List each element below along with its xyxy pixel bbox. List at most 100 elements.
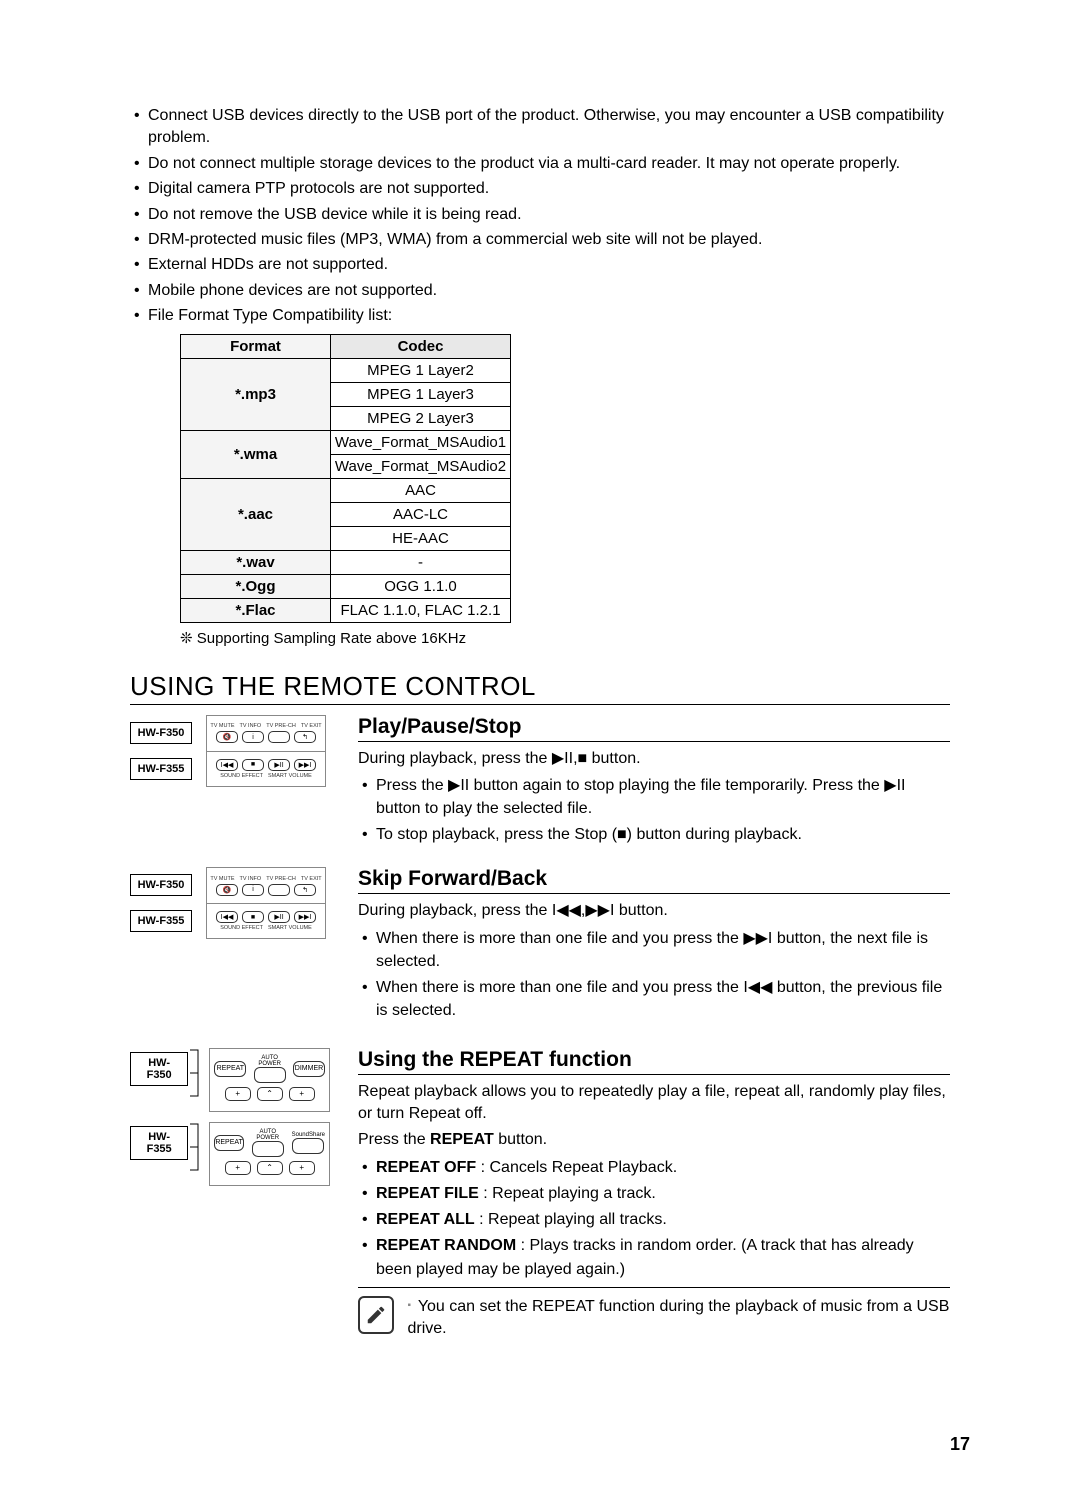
repeat-item-label: REPEAT ALL bbox=[376, 1211, 475, 1228]
repeat-button-icon: REPEAT bbox=[214, 1135, 244, 1151]
plus-icon: + bbox=[225, 1161, 251, 1175]
list-item: REPEAT RANDOM : Plays tracks in random o… bbox=[358, 1234, 950, 1280]
dimmer-button-icon: DIMMER bbox=[293, 1061, 325, 1077]
repeat-intro: Repeat playback allows you to repeatedly… bbox=[358, 1081, 950, 1126]
play-intro: During playback, press the ▶II,■ button. bbox=[358, 748, 950, 770]
remote-diagram-repeat: HW-F350 REPEAT AUTO POWER DIMMER bbox=[130, 1048, 330, 1186]
table-cell: - bbox=[331, 550, 511, 574]
list-item: Do not remove the USB device while it is… bbox=[130, 204, 950, 226]
tiny-label: SoundShare bbox=[292, 1132, 325, 1138]
prev-icon: I◀◀ bbox=[216, 759, 238, 771]
stop-icon: ■ bbox=[242, 759, 264, 771]
tiny-label: SMART VOLUME bbox=[268, 925, 312, 931]
list-item: DRM-protected music files (MP3, WMA) fro… bbox=[130, 229, 950, 251]
plus-icon: + bbox=[289, 1087, 315, 1101]
remote-diagram-skip: HW-F350 TV MUTE TV INFO TV PRE-CH TV EXI… bbox=[130, 867, 330, 939]
up-icon: ⌃ bbox=[257, 1087, 283, 1101]
repeat-item-label: REPEAT OFF bbox=[376, 1159, 476, 1176]
next-icon: ▶▶I bbox=[294, 759, 316, 771]
sampling-note: ❊ Supporting Sampling Rate above 16KHz bbox=[180, 629, 950, 647]
next-icon: ▶▶I bbox=[294, 911, 316, 923]
table-cell: *.Ogg bbox=[181, 574, 331, 598]
play-heading: Play/Pause/Stop bbox=[358, 715, 950, 742]
tiny-label: SOUND EFFECT bbox=[220, 925, 263, 931]
plus-icon: + bbox=[225, 1087, 251, 1101]
tiny-label: SMART VOLUME bbox=[268, 773, 312, 779]
section-title: USING THE REMOTE CONTROL bbox=[130, 671, 950, 705]
list-item: When there is more than one file and you… bbox=[358, 976, 950, 1022]
table-cell: *.mp3 bbox=[181, 358, 331, 430]
table-cell: *.aac bbox=[181, 478, 331, 550]
bracket-icon bbox=[188, 1122, 199, 1172]
play-pause-icon: ▶II bbox=[268, 759, 290, 771]
list-item: File Format Type Compatibility list: bbox=[130, 305, 950, 327]
table-cell: AAC-LC bbox=[331, 502, 511, 526]
tiny-label: TV INFO bbox=[240, 876, 262, 882]
table-header-format: Format bbox=[181, 334, 331, 358]
model-label: HW-F350 bbox=[130, 722, 192, 744]
tiny-label: AUTO POWER bbox=[250, 1129, 286, 1141]
stop-icon: ■ bbox=[242, 911, 264, 923]
repeat-heading: Using the REPEAT function bbox=[358, 1048, 950, 1075]
skip-bullets: When there is more than one file and you… bbox=[358, 927, 950, 1023]
list-item: REPEAT ALL : Repeat playing all tracks. bbox=[358, 1208, 950, 1231]
tiny-label: TV MUTE bbox=[210, 723, 234, 729]
prev-icon: I◀◀ bbox=[216, 911, 238, 923]
play-pause-icon: ▶II bbox=[268, 911, 290, 923]
info-icon: i bbox=[242, 884, 264, 896]
repeat-item-desc: : Repeat playing all tracks. bbox=[475, 1211, 667, 1228]
table-cell: OGG 1.1.0 bbox=[331, 574, 511, 598]
page-number: 17 bbox=[950, 1434, 970, 1455]
remote-diagram-play: HW-F350 TV MUTE TV INFO TV PRE-CH TV EXI… bbox=[130, 715, 330, 787]
table-cell: MPEG 2 Layer3 bbox=[331, 406, 511, 430]
auto-power-button-icon bbox=[252, 1141, 284, 1157]
blank-button bbox=[268, 884, 290, 896]
repeat-item-label: REPEAT RANDOM bbox=[376, 1237, 516, 1254]
repeat-button-label: REPEAT bbox=[430, 1131, 494, 1148]
note-row: You can set the REPEAT function during t… bbox=[358, 1287, 950, 1341]
play-bullets: Press the ▶II button again to stop playi… bbox=[358, 774, 950, 847]
table-cell: *.Flac bbox=[181, 598, 331, 622]
exit-icon: ↰ bbox=[294, 731, 316, 743]
skip-heading: Skip Forward/Back bbox=[358, 867, 950, 894]
table-cell: *.wav bbox=[181, 550, 331, 574]
mute-icon: 🔇 bbox=[216, 731, 238, 743]
tiny-label: TV EXIT bbox=[301, 723, 322, 729]
list-item: To stop playback, press the Stop (■) but… bbox=[358, 823, 950, 846]
usb-notes-list: Connect USB devices directly to the USB … bbox=[130, 105, 950, 328]
repeat-item-desc: : Repeat playing a track. bbox=[479, 1185, 656, 1202]
tiny-label: TV MUTE bbox=[210, 876, 234, 882]
info-icon: i bbox=[242, 731, 264, 743]
table-cell: HE-AAC bbox=[331, 526, 511, 550]
skip-intro: During playback, press the I◀◀,▶▶I butto… bbox=[358, 900, 950, 922]
table-cell: AAC bbox=[331, 478, 511, 502]
tiny-label: TV PRE-CH bbox=[266, 723, 296, 729]
tiny-label: TV PRE-CH bbox=[266, 876, 296, 882]
text: button. bbox=[494, 1131, 547, 1148]
format-compatibility-table: Format Codec *.mp3MPEG 1 Layer2 MPEG 1 L… bbox=[180, 334, 511, 623]
list-item: External HDDs are not supported. bbox=[130, 254, 950, 276]
list-item: Digital camera PTP protocols are not sup… bbox=[130, 178, 950, 200]
model-label: HW-F350 bbox=[130, 874, 192, 896]
table-header-codec: Codec bbox=[331, 334, 511, 358]
list-item: When there is more than one file and you… bbox=[358, 927, 950, 973]
model-label: HW-F355 bbox=[130, 910, 192, 932]
list-item: Do not connect multiple storage devices … bbox=[130, 153, 950, 175]
model-label: HW-F355 bbox=[130, 758, 192, 780]
repeat-item-desc: : Cancels Repeat Playback. bbox=[476, 1159, 677, 1176]
list-item: REPEAT FILE : Repeat playing a track. bbox=[358, 1182, 950, 1205]
table-cell: *.wma bbox=[181, 430, 331, 478]
table-cell: Wave_Format_MSAudio2 bbox=[331, 454, 511, 478]
model-label: HW-F355 bbox=[130, 1126, 188, 1160]
table-cell: MPEG 1 Layer3 bbox=[331, 382, 511, 406]
auto-power-button-icon bbox=[254, 1067, 286, 1083]
exit-icon: ↰ bbox=[294, 884, 316, 896]
tiny-label: SOUND EFFECT bbox=[220, 773, 263, 779]
text: Press the bbox=[358, 1131, 430, 1148]
list-item: Press the ▶II button again to stop playi… bbox=[358, 774, 950, 820]
repeat-press: Press the REPEAT button. bbox=[358, 1129, 950, 1151]
soundshare-button-icon bbox=[292, 1138, 324, 1154]
repeat-button-icon: REPEAT bbox=[214, 1061, 246, 1077]
tiny-label: TV EXIT bbox=[301, 876, 322, 882]
mute-icon: 🔇 bbox=[216, 884, 238, 896]
